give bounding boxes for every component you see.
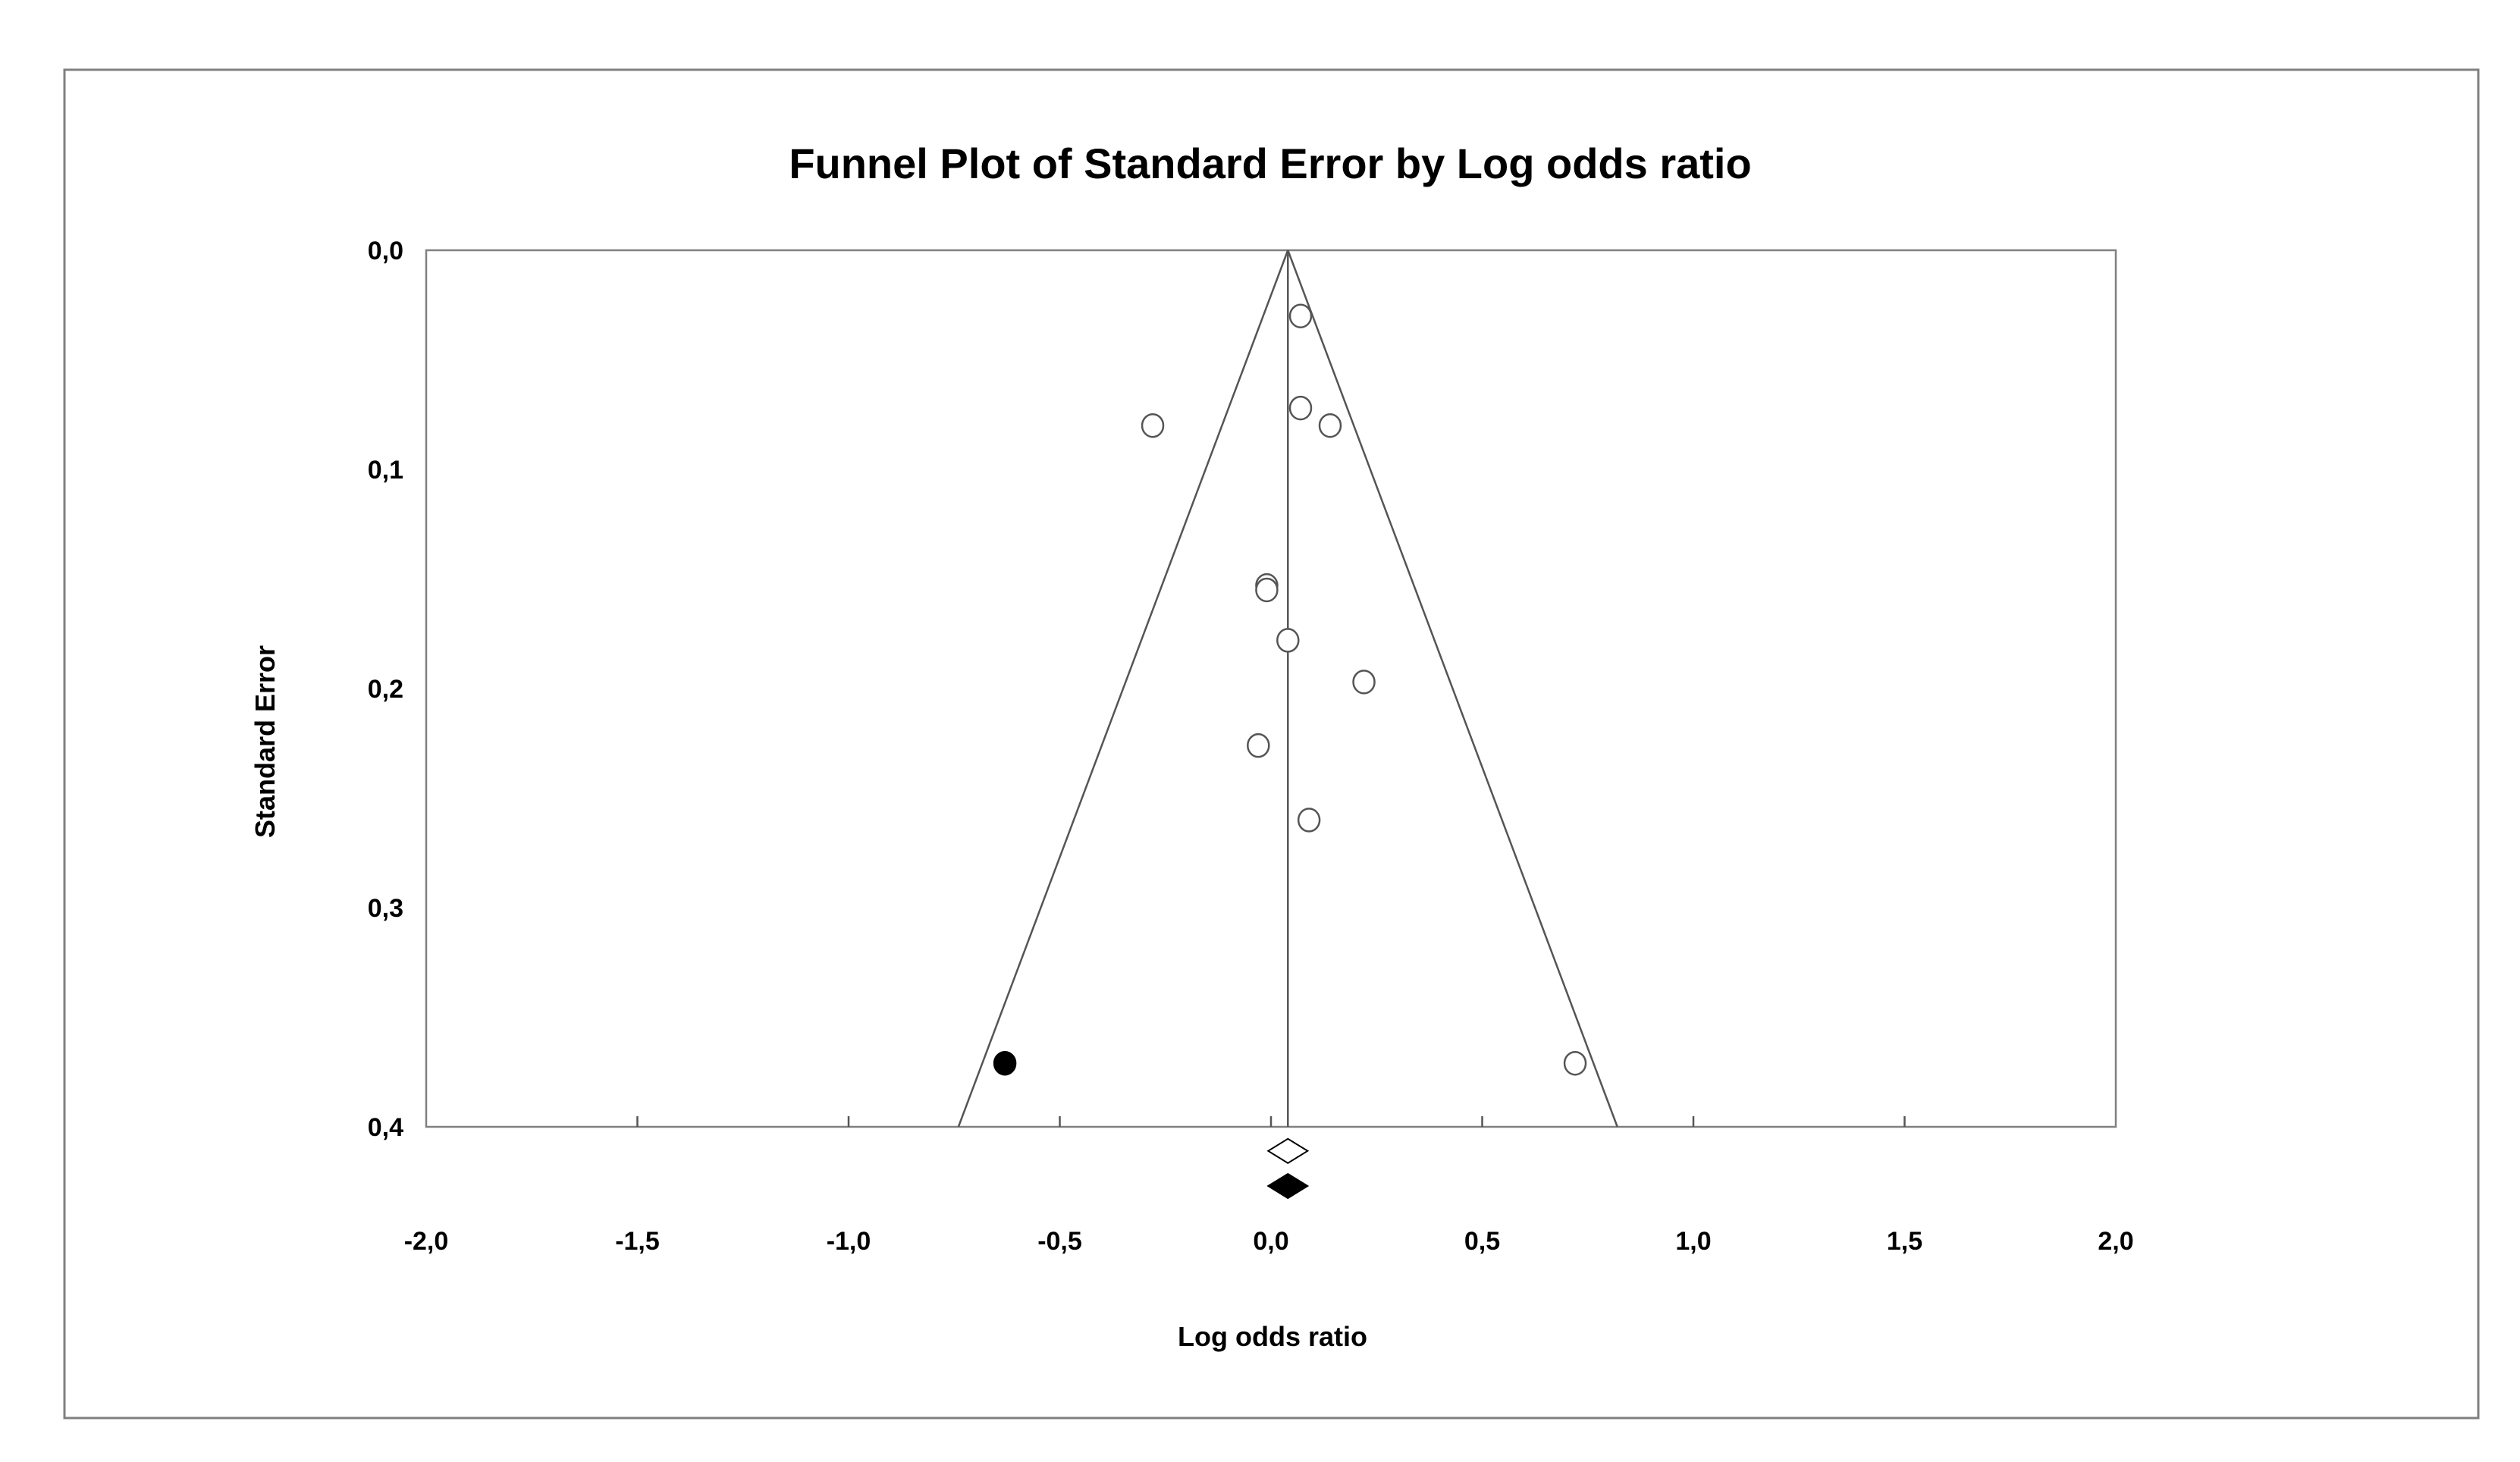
y-tick-label: 0,1 <box>368 456 403 485</box>
observed-study-point <box>1255 577 1279 603</box>
observed-study-point <box>1563 1050 1587 1076</box>
x-tick-label: 2,0 <box>2098 1227 2133 1256</box>
x-tick-label: -1,0 <box>827 1227 871 1256</box>
x-axis-ticks: -2,0 -1,5 -1,0 -0,5 0,0 0,5 1,0 1,5 2,0 <box>404 1116 2134 1256</box>
y-tick-label: 0,2 <box>368 675 403 704</box>
funnel-left-line <box>957 249 1289 1128</box>
y-axis-ticks: 0,0 0,1 0,2 0,3 0,4 <box>368 237 403 1142</box>
study-points <box>993 303 1587 1076</box>
x-tick-label: 1,5 <box>1887 1227 1922 1256</box>
adjusted-combined-diamond <box>1266 1172 1310 1200</box>
x-tick-label: -2,0 <box>404 1227 449 1256</box>
observed-combined-diamond <box>1266 1137 1310 1164</box>
observed-study-point <box>1247 733 1270 758</box>
observed-study-point <box>1318 413 1342 438</box>
observed-study-point <box>1141 413 1165 438</box>
y-axis-label: Standard Error <box>249 645 281 838</box>
observed-study-point <box>1276 628 1300 653</box>
funnel-lines <box>957 249 1618 1128</box>
y-tick-label: 0,3 <box>368 894 403 923</box>
funnel-right-line <box>1287 249 1618 1128</box>
y-tick-label: 0,4 <box>368 1113 403 1142</box>
observed-study-point <box>1352 670 1376 695</box>
observed-study-point <box>1297 808 1321 833</box>
x-tick-label: 0,0 <box>1253 1227 1288 1256</box>
y-tick-label: 0,0 <box>368 237 403 265</box>
x-tick-label: 0,5 <box>1464 1227 1500 1256</box>
x-axis-label: Log odds ratio <box>1178 1321 1367 1352</box>
x-tick-label: -0,5 <box>1037 1227 1082 1256</box>
x-tick-label: -1,5 <box>615 1227 660 1256</box>
imputed-study-point <box>993 1050 1017 1076</box>
chart-title: Funnel Plot of Standard Error by Log odd… <box>789 140 1751 187</box>
observed-study-point <box>1288 303 1313 328</box>
combined-estimates <box>1266 1137 1310 1200</box>
x-tick-label: 1,0 <box>1675 1227 1711 1256</box>
observed-study-point <box>1288 395 1313 421</box>
